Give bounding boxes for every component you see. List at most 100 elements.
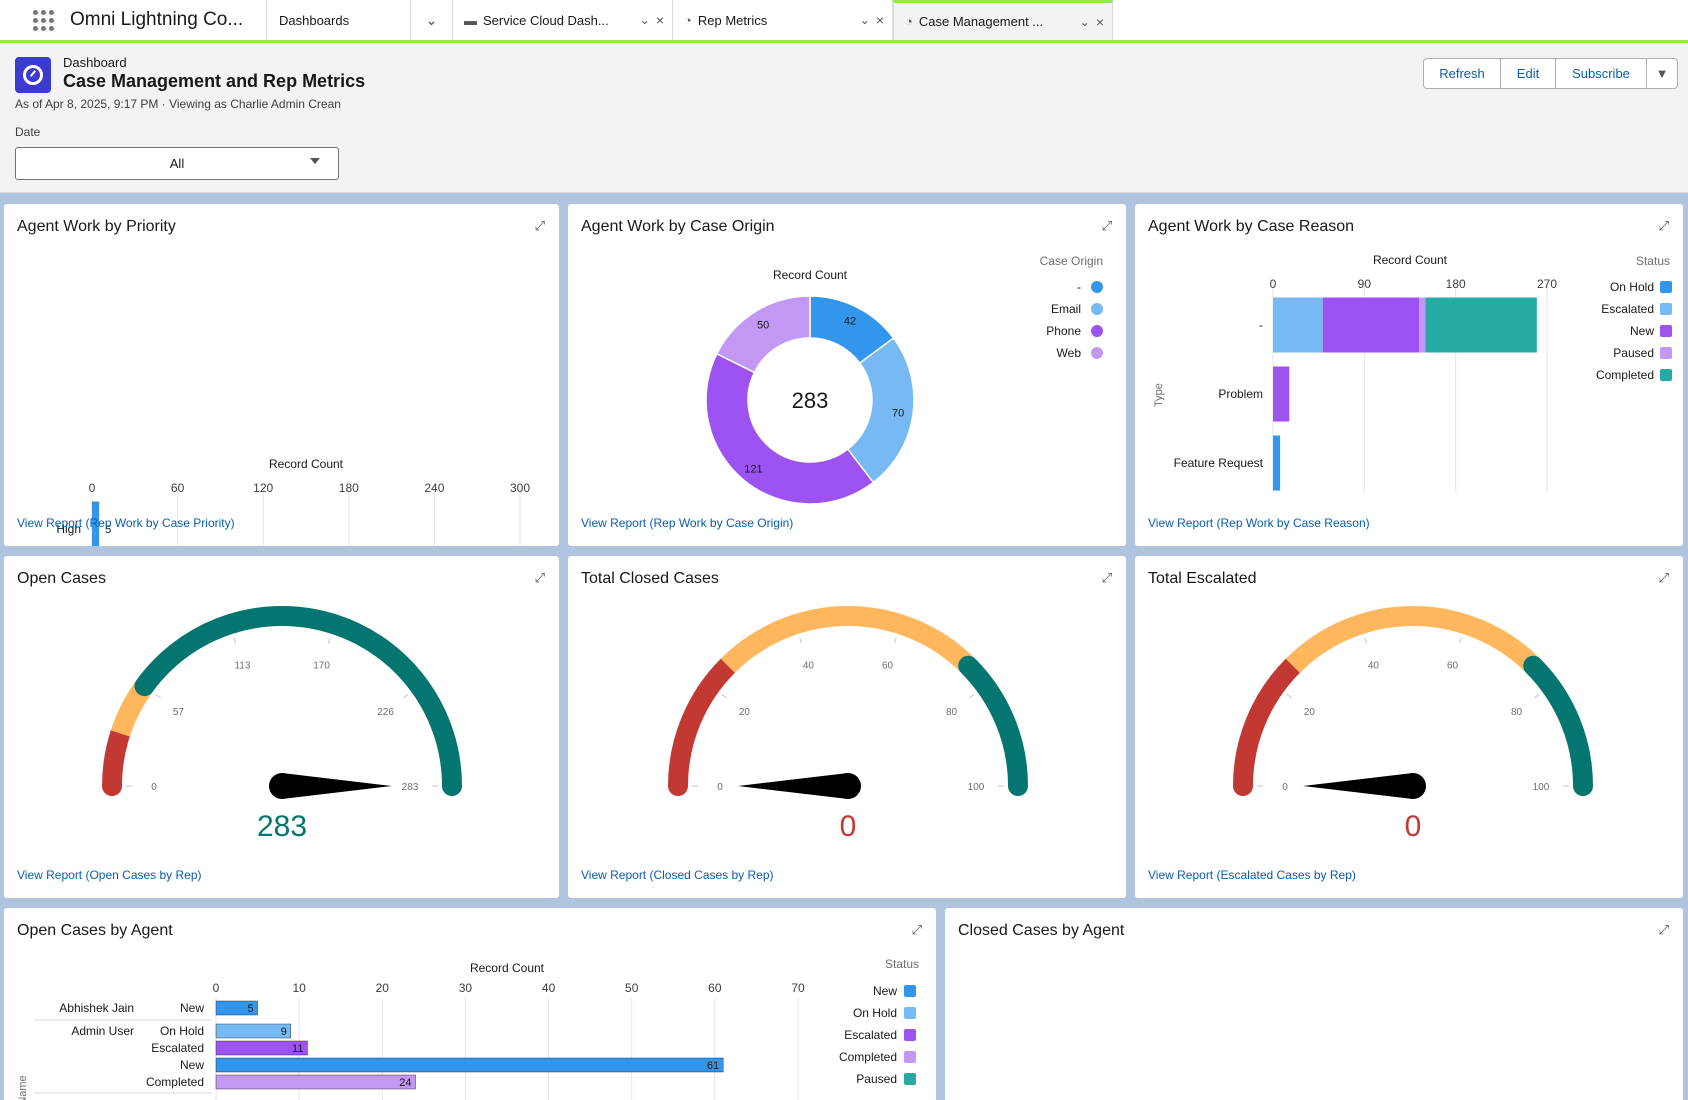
category-label: Feature Request [1174,456,1264,470]
status-label: New [180,1058,204,1072]
refresh-button[interactable]: Refresh [1423,58,1501,89]
donut-slice [705,352,875,505]
donut-total: 283 [792,388,829,413]
gauge-band [102,723,131,796]
gauge-tick-label: 40 [803,660,815,671]
gauge-band [134,606,462,796]
waffle-icon [32,9,54,31]
as-of-text: As of Apr 8, 2025, 9:17 PM · Viewing as … [15,97,341,111]
bar-segment [1322,297,1420,353]
gauge-tick [721,693,727,699]
more-actions-button[interactable]: ▼ [1646,58,1678,89]
legend-title: Status [885,957,919,971]
expand-icon[interactable]: ⤢ [1101,570,1112,585]
agent-label: Admin User [71,1024,134,1038]
legend-swatch [1091,303,1103,315]
view-report-link[interactable]: View Report (Rep Work by Case Origin) [581,516,794,530]
chevron-down-icon[interactable]: ⌄ [639,13,650,27]
category-label: Problem [1218,387,1263,401]
date-filter-value: All [169,156,185,171]
tab-label: Case Management ... [918,14,1044,29]
tick-label: 0 [1270,277,1277,291]
gauge-value: 0 [1405,810,1422,843]
tab-service-cloud-dash[interactable]: ▬ Service Cloud Dash... ⌄ × [453,0,673,40]
expand-icon[interactable]: ⤢ [1101,218,1112,233]
expand-icon[interactable]: ⤢ [911,922,922,937]
card-open-cases: Open Cases ⤢ 0 57 113 170 226 283 283 View Rep… [4,556,559,898]
view-report-link[interactable]: View Report (Closed Cases by Rep) [581,868,774,882]
slice-label: 70 [892,407,904,419]
expand-icon[interactable]: ⤢ [1658,922,1669,937]
caret-down-icon: ▼ [1655,66,1669,81]
nav-menu-chevron-down-icon[interactable]: ⌄ [411,0,453,40]
gauge-tick [969,693,975,699]
tab-rep-metrics[interactable]: ◔ Rep Metrics ⌄ × [673,0,893,40]
data-label: 5 [247,1003,253,1015]
tick-label: 20 [376,981,390,995]
chevron-down-icon[interactable]: ⌄ [859,13,870,27]
data-label: 61 [707,1060,719,1072]
bar-segment [1425,297,1537,353]
gauge-tick [1364,637,1368,644]
chevron-down-icon[interactable]: ⌄ [1079,14,1090,29]
close-icon[interactable]: × [1095,13,1104,30]
tick-label: 270 [1537,277,1557,291]
date-filter-select[interactable]: All [15,147,339,180]
bar [215,1023,292,1039]
tick-label: 180 [339,481,359,495]
expand-icon[interactable]: ⤢ [534,218,545,233]
card-title: Closed Cases by Agent [958,922,1125,939]
tick-label: 40 [542,981,556,995]
status-label: Escalated [151,1041,204,1055]
dashboard-icon: ◔ [905,14,913,29]
gauge-band [1233,655,1303,796]
app-launcher-button[interactable] [24,0,62,40]
gauge-needle-hub [269,773,295,799]
card-title: Open Cases by Agent [17,922,173,939]
gauge-band [668,655,738,796]
card-total-closed-cases: Total Closed Cases ⤢ 0 20 40 60 80 100 0 View … [568,556,1126,898]
view-report-link[interactable]: View Report (Rep Work by Case Reason) [1148,516,1370,530]
tick-label: 240 [424,481,444,495]
legend-title: Status [1636,254,1670,268]
open-cases-gauge: 0 57 113 170 226 283 283 [102,606,462,843]
legend-swatch [1091,325,1103,337]
card-agent-work-by-case-origin: Agent Work by Case Origin ⤢ Record Count… [568,204,1126,546]
edit-button[interactable]: Edit [1500,58,1556,89]
tick-label: 60 [708,981,722,995]
nav-item-dashboards[interactable]: Dashboards [267,0,411,40]
gauge-tick-label: 0 [717,782,723,793]
gauge-tick-label: 80 [1511,707,1523,718]
tab-label: Rep Metrics [697,12,768,28]
x-axis-title: Record Count [470,961,545,975]
gauge-band [958,655,1028,796]
gauge-needle-hub [1400,773,1426,799]
y-axis-title: Type [1153,383,1165,407]
tick-label: 70 [791,981,805,995]
subscribe-button[interactable]: Subscribe [1555,58,1647,89]
slice-label: 121 [744,464,762,476]
x-axis-title: Record Count [1373,253,1448,267]
gauge-tick [155,693,161,699]
expand-icon[interactable]: ⤢ [534,570,545,585]
reason-stacked-bar-chart: Record Count 0 90 180 270 Type - Problem Feature… [1153,253,1672,492]
gauge-band [720,606,976,673]
expand-icon[interactable]: ⤢ [1658,570,1669,585]
bar [92,501,100,546]
view-report-link[interactable]: View Report (Open Cases by Rep) [17,868,202,882]
legend-swatch [1660,325,1672,337]
legend-swatch [1091,347,1103,359]
date-filter-label: Date [15,125,41,139]
bar [215,1040,308,1056]
card-open-cases-by-agent: Open Cases by Agent ⤢ Record Count 0 10 20 3… [4,908,936,1100]
view-report-link[interactable]: View Report (Rep Work by Case Priority) [17,516,235,530]
y-axis-title: Name [17,1075,29,1100]
close-icon[interactable]: × [875,12,884,28]
global-nav: Omni Lightning Co... Dashboards ⌄ ▬ Serv… [0,0,1688,43]
legend-swatch [904,1073,916,1085]
tab-case-management[interactable]: ◔ Case Management ... ⌄ × [893,0,1113,40]
expand-icon[interactable]: ⤢ [1658,218,1669,233]
view-report-link[interactable]: View Report (Escalated Cases by Rep) [1148,868,1356,882]
close-icon[interactable]: × [655,12,664,28]
card-agent-work-by-case-reason: Agent Work by Case Reason ⤢ Record Count… [1135,204,1683,546]
